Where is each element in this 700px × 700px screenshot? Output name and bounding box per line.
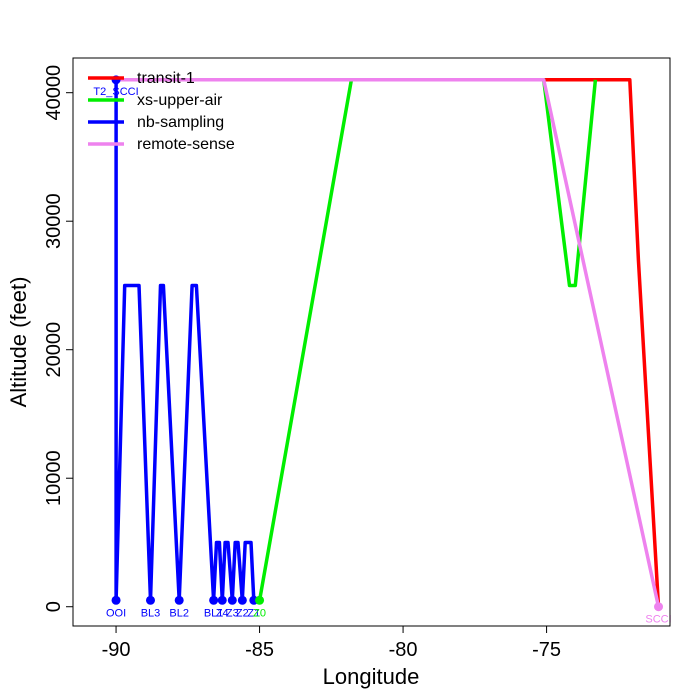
waypoint-label: Z0 xyxy=(253,607,266,619)
legend: transit-1 xs-upper-air nb-sampling remote-s… xyxy=(88,70,235,153)
x-tick-label: -80 xyxy=(389,639,418,661)
waypoint-marker xyxy=(227,595,237,605)
waypoint-label: T2_SCCI xyxy=(93,86,138,98)
y-tick-label: 20000 xyxy=(43,322,65,378)
x-tick-label: -85 xyxy=(245,639,274,661)
legend-label: remote-sense xyxy=(137,136,235,153)
waypoint-marker xyxy=(209,595,219,605)
waypoint-label: BL1 xyxy=(204,607,224,619)
y-axis-title: Altitude (feet) xyxy=(6,277,31,408)
x-tick-label: -75 xyxy=(532,639,561,661)
waypoint-label: SCCI xyxy=(645,614,671,626)
legend-label: nb-sampling xyxy=(137,114,224,131)
waypoint-label: Z3 xyxy=(226,607,239,619)
series-line-transit-1 xyxy=(116,78,661,607)
series-line-nb-sampling xyxy=(114,79,260,603)
waypoint-marker xyxy=(145,595,155,605)
y-axis: 0 10000 20000 30000 40000 xyxy=(43,65,74,612)
waypoint-marker xyxy=(217,595,227,605)
legend-label: transit-1 xyxy=(137,70,195,87)
x-axis-title: Longitude xyxy=(323,664,420,689)
legend-label: xs-upper-air xyxy=(137,92,223,109)
waypoint-label: BL3 xyxy=(141,607,161,619)
waypoint-marker xyxy=(174,595,184,605)
y-tick-label: 40000 xyxy=(43,65,65,121)
x-tick-label: -90 xyxy=(102,639,131,661)
waypoint-label: Z2 xyxy=(236,607,249,619)
series-layer xyxy=(114,78,661,608)
waypoint-marker xyxy=(255,595,265,605)
y-tick-label: 30000 xyxy=(43,193,65,249)
waypoint-marker xyxy=(654,602,664,612)
y-tick-label: 0 xyxy=(43,601,65,612)
waypoint-label: OOI xyxy=(106,607,126,619)
y-tick-label: 10000 xyxy=(43,450,65,506)
waypoint-label: Z4 xyxy=(216,607,229,619)
series-line-remote-sense xyxy=(116,78,661,608)
waypoint-label: Z1 xyxy=(247,607,260,619)
waypoint-marker xyxy=(111,595,121,605)
series-line-xs-upper-air xyxy=(257,78,598,601)
x-axis: -90 -85 -80 -75 xyxy=(102,625,561,661)
waypoint-marker xyxy=(237,595,247,605)
waypoint-label: BL2 xyxy=(169,607,189,619)
